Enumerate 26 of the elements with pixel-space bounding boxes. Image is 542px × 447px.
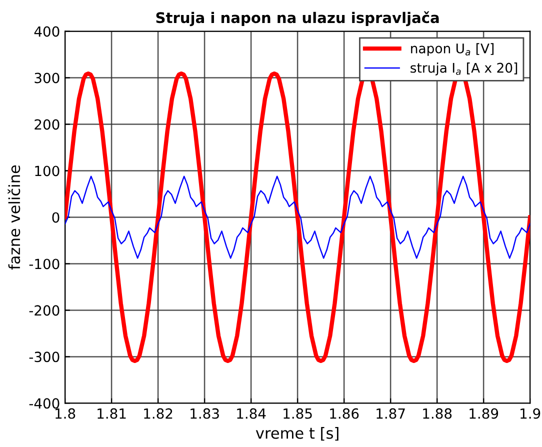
line-series <box>65 176 530 259</box>
x-tick-label: 1.83 <box>190 408 219 419</box>
x-tick-label: 1.82 <box>144 408 172 419</box>
x-tick-label: 1.89 <box>470 408 498 419</box>
y-tick-label: 0 <box>52 212 60 223</box>
legend-label: napon U$_{a}$ [V] <box>411 43 494 56</box>
x-tick-label: 1.85 <box>284 408 312 419</box>
chart-title: Struja i napon na ulazu ispravljača <box>156 11 439 26</box>
y-tick-label: 300 <box>34 72 60 84</box>
y-tick-label: -200 <box>29 305 60 316</box>
x-tick-label: 1.88 <box>423 408 452 419</box>
y-tick-label: -300 <box>29 352 60 362</box>
y-tick-label: -400 <box>29 398 60 409</box>
x-tick-label: 1.81 <box>98 408 126 419</box>
legend-label: struja I$_{a}$ [A x 20] <box>410 62 518 76</box>
x-tick-label: 1.87 <box>376 408 405 419</box>
x-tick-label: 1.84 <box>237 408 266 419</box>
x-tick-label: 1.9 <box>520 408 540 419</box>
y-tick-label: 100 <box>35 166 60 176</box>
x-tick-label: 1.8 <box>56 408 76 419</box>
x-tick-label: 1.86 <box>330 408 359 419</box>
y-tick-label: 400 <box>34 26 60 37</box>
y-axis-title: fazne veličine <box>8 165 20 270</box>
x-axis-title: vreme t [s] <box>256 427 338 441</box>
y-tick-label: 200 <box>34 119 60 130</box>
y-tick-label: -100 <box>29 258 60 270</box>
